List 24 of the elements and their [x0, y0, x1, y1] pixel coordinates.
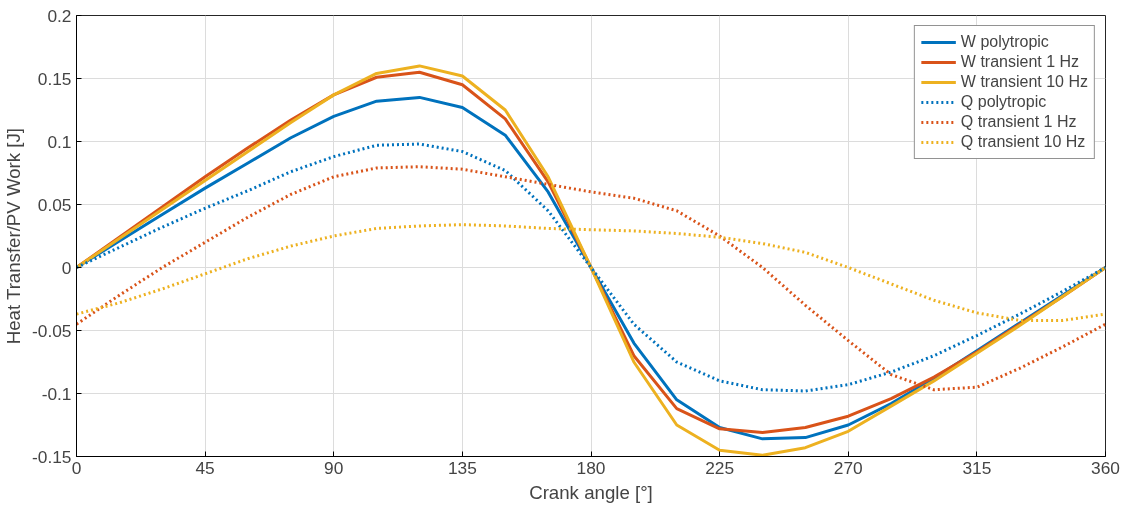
y-axis-title: Heat Transfer/PV Work [J]	[3, 128, 24, 345]
x-tick-label: 315	[962, 457, 992, 478]
legend-label: W transient 10 Hz	[960, 73, 1088, 91]
x-tick-label: 360	[1091, 457, 1120, 478]
y-tick-label: 0	[61, 257, 72, 278]
x-tick-label: 225	[705, 457, 735, 478]
x-tick-label: 135	[447, 457, 477, 478]
y-tick-label: -0.15	[32, 446, 72, 467]
legend-label: Q polytropic	[960, 93, 1047, 111]
x-tick-label: 90	[324, 457, 344, 478]
y-tick-label: 0.2	[47, 5, 72, 26]
y-tick-label: 0.1	[47, 131, 72, 152]
x-tick-label: 180	[576, 457, 606, 478]
y-tick-label: -0.1	[41, 383, 72, 404]
y-tick-label: -0.05	[32, 320, 72, 341]
x-tick-label: 270	[833, 457, 863, 478]
legend-label: W transient 1 Hz	[960, 53, 1080, 71]
x-tick-label: 45	[195, 457, 215, 478]
y-tick-label: 0.15	[37, 68, 72, 89]
x-axis-title: Crank angle [°]	[529, 481, 653, 503]
legend-label: W polytropic	[960, 33, 1049, 51]
legend-label: Q transient 10 Hz	[960, 133, 1086, 151]
legend-label: Q transient 1 Hz	[960, 113, 1077, 131]
y-tick-label: 0.05	[37, 194, 72, 215]
